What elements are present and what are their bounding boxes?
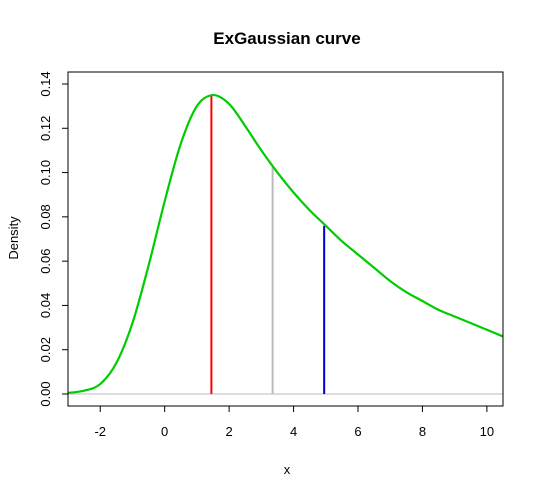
density-curve-0 [67, 93, 504, 394]
x-tick-label-6: 10 [480, 424, 494, 439]
x-tick-label-2: 2 [225, 424, 232, 439]
y-tick-label-2: 0.04 [38, 293, 53, 318]
y-tick-label-3: 0.06 [38, 248, 53, 273]
y-tick-label-1: 0.02 [38, 337, 53, 362]
x-tick-label-1: 0 [161, 424, 168, 439]
y-tick-label-0: 0.00 [38, 381, 53, 406]
y-tick-label-5: 0.10 [38, 160, 53, 185]
x-tick-label-5: 8 [419, 424, 426, 439]
y-tick-label-4: 0.08 [38, 204, 53, 229]
plot-area: -2 0 2 4 6 8 10 0.00 0.02 0.04 0.06 0.08 0.10 0.12 0.1… [38, 71, 504, 439]
plot-frame [67, 71, 504, 407]
y-tick-label-6: 0.12 [38, 116, 53, 141]
x-tick-label-3: 4 [290, 424, 297, 439]
y-axis-label: Density [6, 216, 21, 260]
chart-title: ExGaussian curve [213, 29, 360, 48]
y-tick-label-7: 0.14 [38, 71, 53, 96]
x-tick-label-0: -2 [94, 424, 106, 439]
x-axis-label: x [284, 462, 291, 477]
x-tick-label-4: 6 [354, 424, 361, 439]
